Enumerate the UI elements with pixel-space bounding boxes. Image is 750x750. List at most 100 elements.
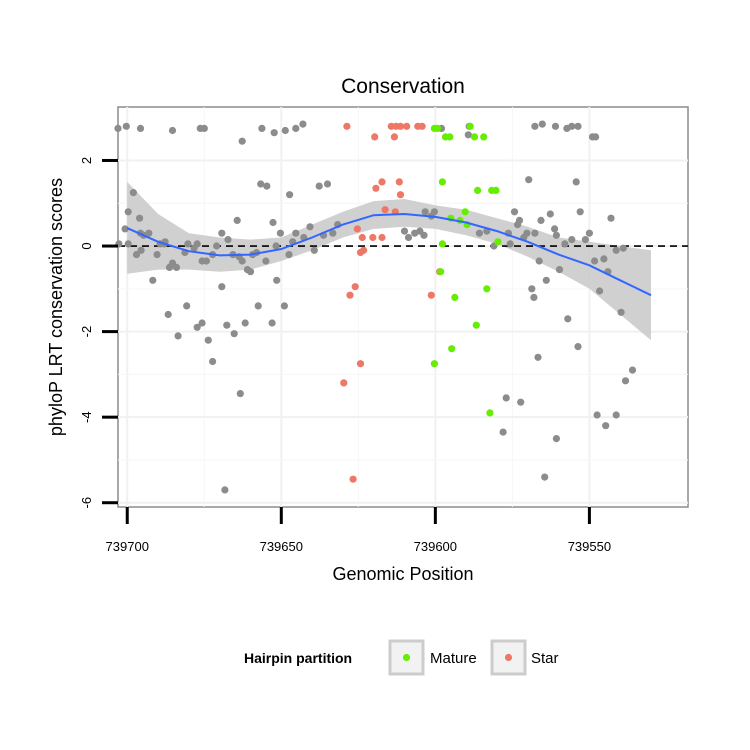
point-other: [400, 227, 409, 235]
point-mature: [472, 321, 480, 329]
x-axis-label: Genomic Position: [332, 564, 473, 584]
point-star: [358, 233, 366, 242]
point-other: [607, 214, 615, 222]
point-other: [218, 229, 226, 237]
point-other: [310, 246, 318, 254]
point-star: [356, 360, 365, 368]
point-other: [230, 330, 238, 338]
point-other: [306, 223, 314, 231]
point-mature: [448, 345, 456, 353]
point-other: [430, 208, 438, 216]
point-other: [576, 208, 584, 216]
point-other: [218, 283, 226, 291]
point-other: [202, 257, 210, 265]
y-tick-label: -6: [79, 497, 94, 509]
point-other: [238, 137, 246, 145]
y-axis-label: phyloP LRT conservation scores: [46, 178, 66, 436]
point-mature: [451, 293, 459, 301]
point-star: [372, 184, 380, 192]
point-other: [475, 229, 483, 237]
point-other: [262, 257, 270, 265]
point-other: [292, 124, 300, 132]
point-star: [427, 291, 435, 299]
point-mature: [466, 122, 474, 130]
x-tick-label: 739600: [414, 539, 457, 554]
point-other: [510, 208, 519, 216]
legend-label-mature: Mature: [430, 650, 477, 667]
point-other: [286, 191, 294, 199]
point-other: [420, 231, 428, 239]
point-other: [233, 216, 241, 224]
point-other: [531, 122, 539, 130]
x-tick-label: 739650: [260, 539, 303, 554]
y-tick-label: -4: [79, 411, 94, 423]
point-other: [174, 332, 182, 340]
point-other: [552, 231, 561, 239]
point-other: [315, 182, 323, 190]
point-other: [593, 411, 601, 419]
axes-layer: -6 -4 -2 0 2 739700 739650 739600 739550: [79, 157, 611, 554]
point-other: [531, 229, 539, 237]
point-other: [153, 251, 161, 259]
point-other: [292, 229, 300, 237]
point-star: [371, 133, 379, 141]
point-star: [395, 178, 403, 186]
point-other: [273, 276, 281, 284]
point-other: [137, 246, 145, 254]
point-other: [285, 251, 293, 259]
point-other: [621, 377, 630, 385]
point-other: [538, 120, 546, 128]
point-star: [396, 122, 405, 130]
point-other: [534, 353, 542, 361]
point-other: [555, 266, 564, 274]
point-other: [280, 302, 288, 310]
point-mature: [470, 133, 479, 141]
point-other: [617, 308, 625, 316]
point-other: [591, 257, 599, 265]
point-other: [568, 122, 576, 130]
point-other: [502, 394, 510, 402]
confidence-band: [127, 181, 651, 341]
legend: Hairpin partition Mature Star: [244, 639, 559, 676]
point-other: [530, 293, 538, 301]
point-other: [200, 124, 208, 132]
points-layer: [114, 120, 637, 494]
point-other: [564, 315, 572, 323]
point-other: [525, 176, 533, 184]
point-mature: [433, 124, 442, 132]
point-other: [224, 236, 232, 244]
point-other: [221, 486, 229, 494]
point-other: [172, 263, 181, 271]
point-other: [246, 268, 255, 276]
point-star: [349, 475, 357, 483]
point-mature: [437, 268, 445, 276]
point-other: [517, 398, 525, 406]
point-other: [323, 180, 332, 188]
point-mature: [474, 186, 482, 194]
point-star: [378, 178, 386, 186]
point-other: [122, 122, 130, 130]
point-other: [602, 422, 610, 430]
point-other: [585, 229, 594, 237]
point-other: [270, 129, 278, 137]
point-other: [269, 218, 277, 227]
point-mature: [494, 238, 502, 246]
point-other: [272, 242, 280, 250]
point-other: [551, 225, 559, 233]
smooth-curve-layer: [126, 212, 652, 297]
point-star: [403, 122, 411, 130]
point-other: [281, 126, 289, 135]
point-other: [404, 233, 413, 242]
point-star: [381, 206, 389, 214]
y-tick-label: 2: [79, 157, 94, 164]
point-mature: [483, 285, 491, 293]
point-other: [257, 180, 265, 188]
point-other: [619, 244, 627, 252]
point-other: [329, 229, 337, 237]
point-star: [396, 191, 405, 199]
chart-title: Conservation: [341, 75, 465, 98]
point-other: [299, 120, 307, 128]
confidence-band-layer: [127, 181, 651, 341]
point-other: [574, 343, 582, 351]
